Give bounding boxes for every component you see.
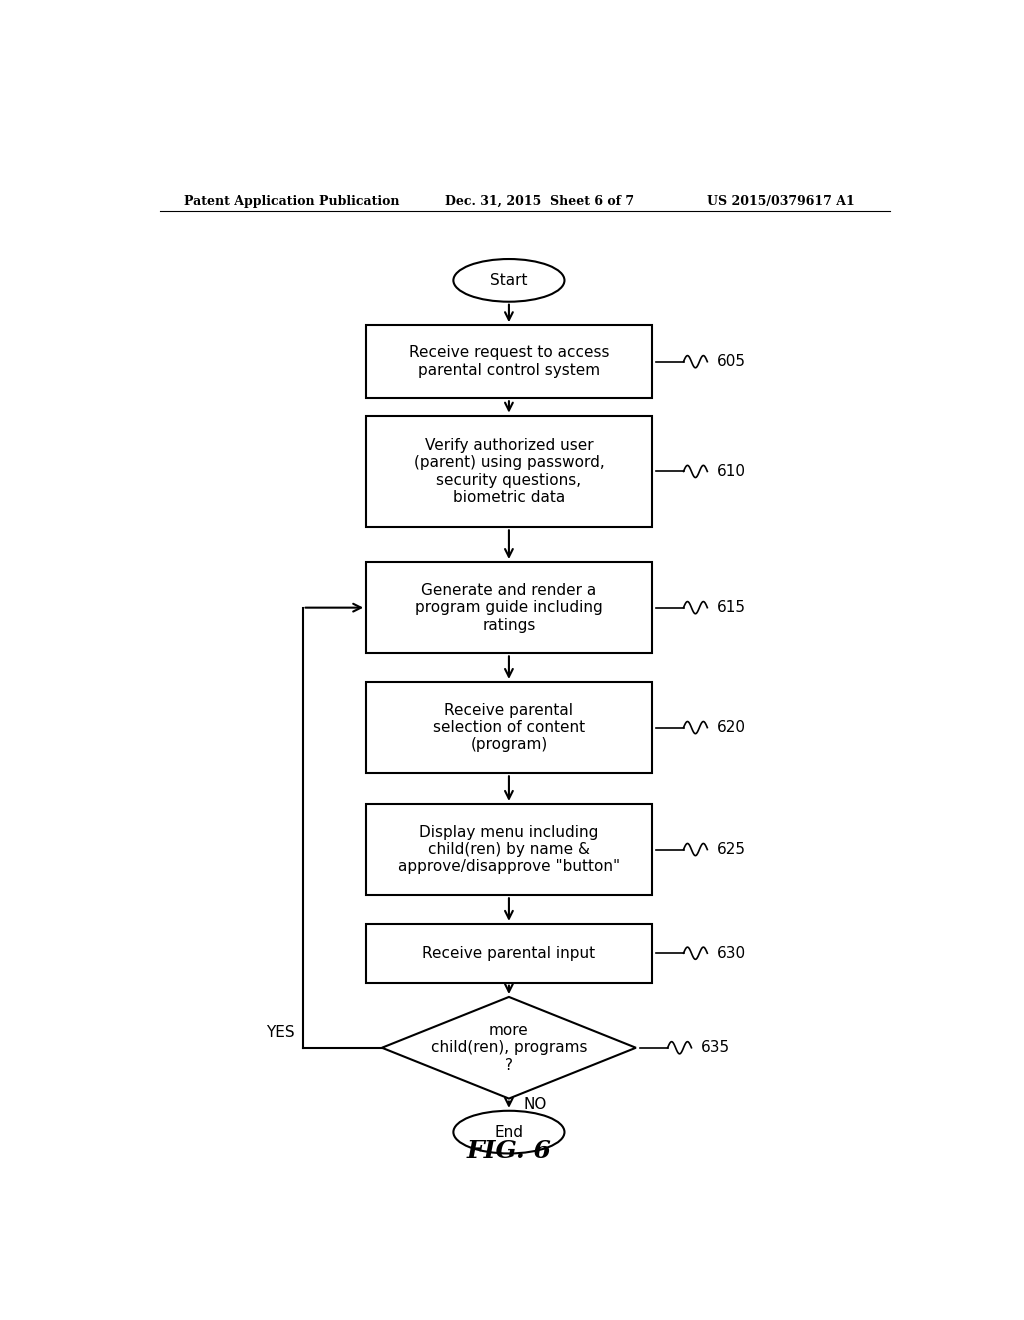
Bar [367,804,651,895]
Bar [367,924,651,982]
Text: Start: Start [490,273,527,288]
Bar [367,682,651,774]
Ellipse shape [454,259,564,302]
Text: Receive parental
selection of content
(program): Receive parental selection of content (p… [433,702,585,752]
Text: Verify authorized user
(parent) using password,
security questions,
biometric da: Verify authorized user (parent) using pa… [414,438,604,506]
Text: NO: NO [523,1097,547,1113]
Bar [367,416,651,528]
Text: Receive parental input: Receive parental input [422,945,596,961]
Polygon shape [382,997,636,1098]
Text: End: End [495,1125,523,1139]
Text: Receive request to access
parental control system: Receive request to access parental contr… [409,346,609,378]
Text: 635: 635 [701,1040,730,1055]
Text: Patent Application Publication: Patent Application Publication [183,194,399,207]
Text: more
child(ren), programs
?: more child(ren), programs ? [431,1023,587,1073]
Text: Generate and render a
program guide including
ratings: Generate and render a program guide incl… [415,582,603,632]
Text: 605: 605 [717,354,745,370]
Text: 620: 620 [717,721,745,735]
Ellipse shape [454,1110,564,1154]
Bar [367,325,651,399]
Text: 630: 630 [717,945,745,961]
Text: 615: 615 [717,601,745,615]
Text: US 2015/0379617 A1: US 2015/0379617 A1 [708,194,855,207]
Text: 610: 610 [717,463,745,479]
Bar [367,562,651,653]
Text: FIG. 6: FIG. 6 [467,1139,551,1163]
Text: Display menu including
child(ren) by name &
approve/disapprove "button": Display menu including child(ren) by nam… [398,825,620,874]
Text: YES: YES [266,1024,295,1040]
Text: Dec. 31, 2015  Sheet 6 of 7: Dec. 31, 2015 Sheet 6 of 7 [445,194,635,207]
Text: 625: 625 [717,842,745,857]
